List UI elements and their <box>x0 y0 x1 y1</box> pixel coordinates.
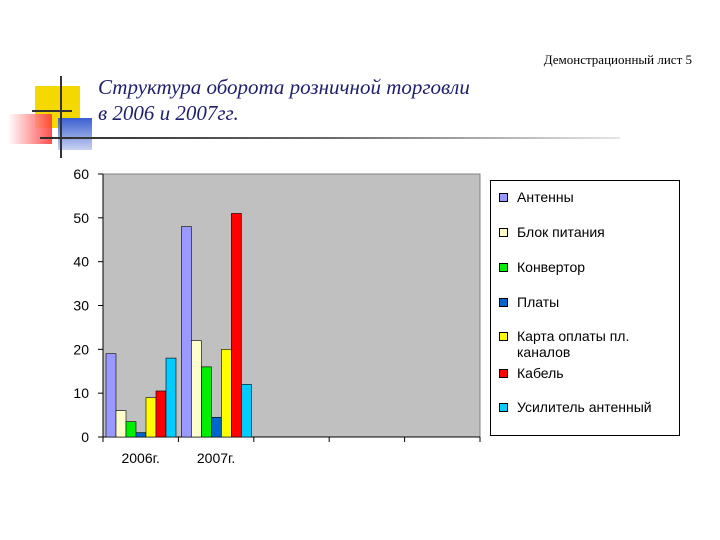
bar <box>241 384 252 438</box>
bar <box>135 432 147 438</box>
legend-swatch <box>499 263 508 272</box>
legend-label: Кабель <box>517 365 564 381</box>
bar <box>191 340 202 438</box>
title-underline <box>40 137 620 139</box>
chart-legend: Антенны Блок питания Конвертор Платы Карта о… <box>490 180 680 436</box>
sheet-label: Демонстрационный лист 5 <box>543 52 692 67</box>
bar <box>145 397 157 438</box>
legend-label: Конвертор <box>517 259 586 275</box>
y-tick-label: 20 <box>73 341 89 357</box>
x-tick-label: 2007г. <box>197 450 235 466</box>
bar <box>125 421 137 438</box>
decor-horizontal-line <box>32 110 72 112</box>
page-title: Структура оборота розничной торговли в 2… <box>98 74 470 126</box>
decor-blue-square <box>58 118 92 150</box>
bar <box>115 410 127 438</box>
legend-label: Усилитель антенный <box>517 399 652 415</box>
bar <box>105 353 117 438</box>
y-tick-label: 10 <box>73 385 89 401</box>
decor-red-square <box>8 114 52 144</box>
legend-swatch <box>499 228 508 237</box>
title-line-2: в 2006 и 2007гг. <box>98 101 239 125</box>
legend-swatch <box>499 332 508 341</box>
y-tick-label: 30 <box>73 298 89 314</box>
legend-label: Блок питания <box>517 224 605 240</box>
bar <box>201 366 212 438</box>
legend-swatch <box>499 403 508 412</box>
legend-swatch <box>499 193 508 202</box>
title-line-1: Структура оборота розничной торговли <box>98 75 470 99</box>
bar <box>221 349 232 438</box>
y-tick-label: 40 <box>73 254 89 270</box>
legend-label: Антенны <box>517 189 574 205</box>
legend-label: Карта оплаты пл. каналов <box>517 328 630 360</box>
y-tick-label: 50 <box>73 210 89 226</box>
x-tick-label: 2006г. <box>121 450 159 466</box>
legend-swatch <box>499 369 508 378</box>
decor-vertical-line <box>60 76 62 158</box>
bar <box>231 213 242 438</box>
legend-label: Платы <box>517 294 560 310</box>
y-tick-label: 0 <box>81 429 89 445</box>
y-tick-label: 60 <box>73 166 89 182</box>
bar <box>181 226 192 438</box>
bar <box>155 390 167 438</box>
bar <box>211 416 222 438</box>
legend-swatch <box>499 298 508 307</box>
bar <box>165 357 177 438</box>
